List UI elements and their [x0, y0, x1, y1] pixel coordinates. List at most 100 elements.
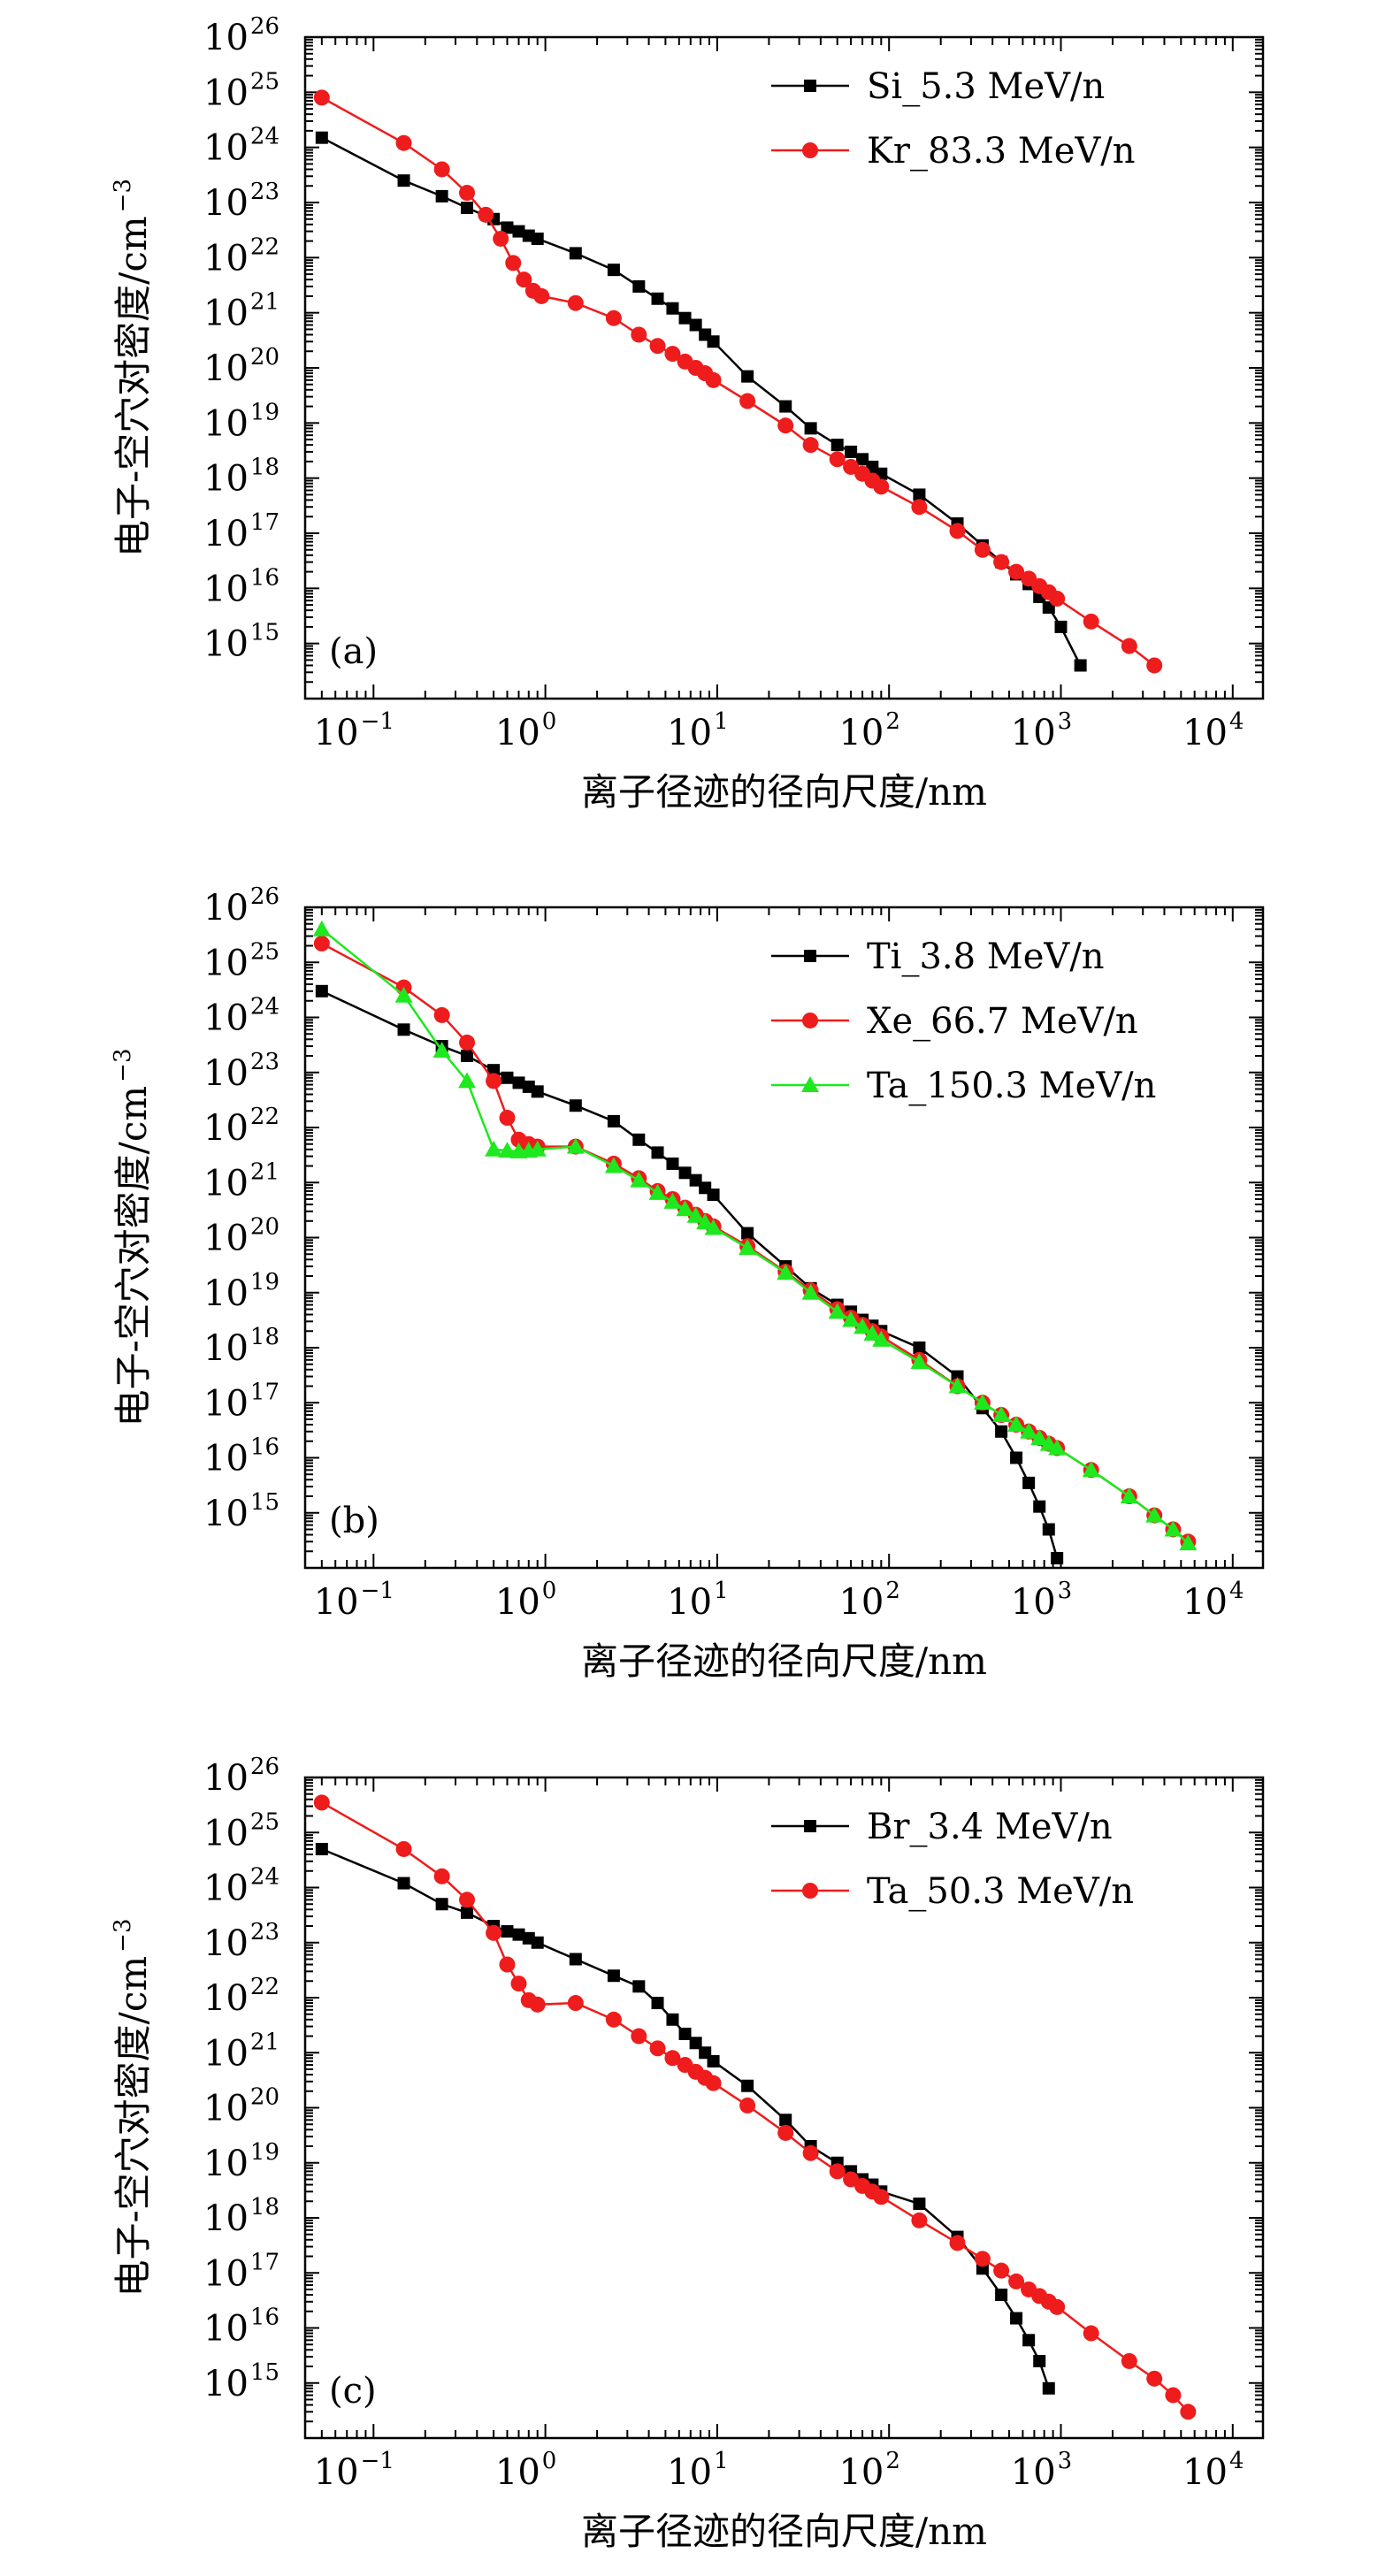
- y-tick-exponent: 18: [250, 1324, 279, 1350]
- y-tick-exponent: 21: [250, 2029, 279, 2055]
- data-point: [678, 311, 692, 325]
- x-tick-label-text: 104: [1183, 2448, 1244, 2493]
- x-tick-base: 10: [495, 2452, 540, 2493]
- data-point: [1010, 1451, 1023, 1464]
- y-tick-base: 10: [203, 1053, 249, 1094]
- data-point: [949, 523, 966, 539]
- x-tick-label-text: 100: [495, 2448, 556, 2493]
- data-point: [313, 89, 330, 106]
- data-point: [666, 302, 679, 315]
- x-tick-exponent: 4: [1229, 1578, 1244, 1604]
- y-tick-exponent: 19: [250, 399, 279, 425]
- data-point: [501, 1925, 514, 1938]
- y-axis-label-exponent: −3: [110, 1048, 136, 1082]
- data-point: [649, 2040, 666, 2057]
- x-tick-label-text: 102: [838, 1578, 899, 1623]
- y-tick-exponent: 25: [250, 68, 279, 95]
- x-tick-exponent: 0: [542, 1578, 557, 1604]
- y-tick-label: 1015: [203, 2359, 279, 2404]
- data-point: [949, 2235, 966, 2251]
- x-tick-base: 10: [495, 1582, 540, 1623]
- y-tick-exponent: 15: [250, 1489, 279, 1516]
- y-axis-label: 电子-空穴对密度/cm −3: [110, 1048, 155, 1426]
- data-point: [995, 2289, 1008, 2302]
- data-point: [485, 1140, 503, 1157]
- y-tick-label: 1016: [203, 2305, 279, 2350]
- y-tick-base: 10: [203, 998, 249, 1039]
- x-tick-label-text: 104: [1183, 1578, 1244, 1623]
- x-tick-exponent: 0: [542, 708, 557, 735]
- data-point: [707, 2054, 720, 2068]
- x-tick-label: 100: [495, 1578, 556, 1623]
- data-point: [510, 1976, 527, 1992]
- legend: Ti_3.8 MeV/n Xe_66.7 MeV/n Ta_150.3 MeV/n: [771, 936, 1156, 1106]
- legend-marker: [802, 142, 818, 158]
- x-tick-label: 101: [667, 2448, 728, 2493]
- y-tick-exponent: 17: [250, 509, 279, 536]
- x-tick-base: 10: [667, 713, 712, 753]
- x-tick-label-text: 10−1: [314, 708, 394, 753]
- data-point: [993, 2262, 1010, 2279]
- y-tick-exponent: 24: [250, 124, 279, 150]
- data-point: [531, 232, 544, 245]
- data-point: [664, 2050, 681, 2067]
- y-tick-label: 1020: [203, 344, 279, 389]
- data-point: [1121, 2352, 1137, 2369]
- y-tick-base: 10: [203, 569, 249, 609]
- data-point: [315, 1842, 328, 1855]
- x-tick-base: 10: [314, 1582, 359, 1623]
- y-tick-label: 1026: [203, 883, 279, 929]
- data-point: [948, 1377, 967, 1394]
- chart-panel-1: 10−1 100 101 102 103 104101510161017101810191…: [110, 13, 1265, 814]
- y-tick-label: 1015: [203, 620, 279, 665]
- data-point: [567, 294, 584, 311]
- data-point: [461, 1050, 474, 1063]
- data-point: [1082, 1461, 1100, 1478]
- data-point: [696, 1213, 715, 1230]
- data-point: [828, 1303, 846, 1319]
- data-point: [1049, 590, 1066, 607]
- data-point: [804, 422, 817, 435]
- x-tick-label-text: 104: [1183, 708, 1244, 753]
- data-point: [913, 2198, 926, 2211]
- y-tick-label: 1025: [203, 938, 279, 983]
- legend-label: Br_3.4 MeV/n: [867, 1807, 1113, 1847]
- y-tick-base: 10: [203, 238, 249, 279]
- data-point: [739, 2097, 756, 2114]
- y-tick-label: 1022: [203, 1104, 279, 1149]
- y-tick-base: 10: [203, 2033, 249, 2074]
- data-point: [397, 1023, 410, 1036]
- data-point: [705, 2075, 722, 2091]
- data-point: [605, 310, 622, 326]
- y-tick-base: 10: [203, 2309, 249, 2350]
- y-tick-base: 10: [203, 294, 249, 334]
- legend-marker: [802, 1883, 818, 1899]
- data-point: [853, 1318, 872, 1334]
- x-tick-label: 101: [667, 1578, 728, 1623]
- y-tick-base: 10: [203, 128, 249, 169]
- data-point: [689, 2037, 702, 2050]
- data-point: [498, 1142, 517, 1158]
- data-point: [779, 400, 792, 413]
- data-point: [313, 935, 330, 952]
- data-point: [993, 554, 1010, 570]
- y-tick-exponent: 21: [250, 1158, 279, 1185]
- data-point: [531, 1936, 544, 1949]
- data-point: [531, 1085, 544, 1098]
- data-point: [395, 134, 412, 151]
- panel-label: (c): [329, 2371, 377, 2412]
- data-point: [777, 417, 794, 434]
- y-tick-base: 10: [203, 2089, 249, 2129]
- data-point: [802, 437, 819, 454]
- x-tick-label-text: 100: [495, 1578, 556, 1623]
- y-tick-base: 10: [203, 1494, 249, 1534]
- x-tick-label: 102: [838, 708, 899, 753]
- data-point: [649, 338, 666, 355]
- data-point: [973, 1394, 991, 1410]
- y-tick-exponent: 19: [250, 2139, 279, 2166]
- y-tick-exponent: 17: [250, 2249, 279, 2275]
- y-tick-base: 10: [203, 1758, 249, 1799]
- y-tick-label: 1018: [203, 1324, 279, 1369]
- data-point: [607, 1969, 620, 1983]
- x-tick-exponent: 2: [885, 1578, 900, 1604]
